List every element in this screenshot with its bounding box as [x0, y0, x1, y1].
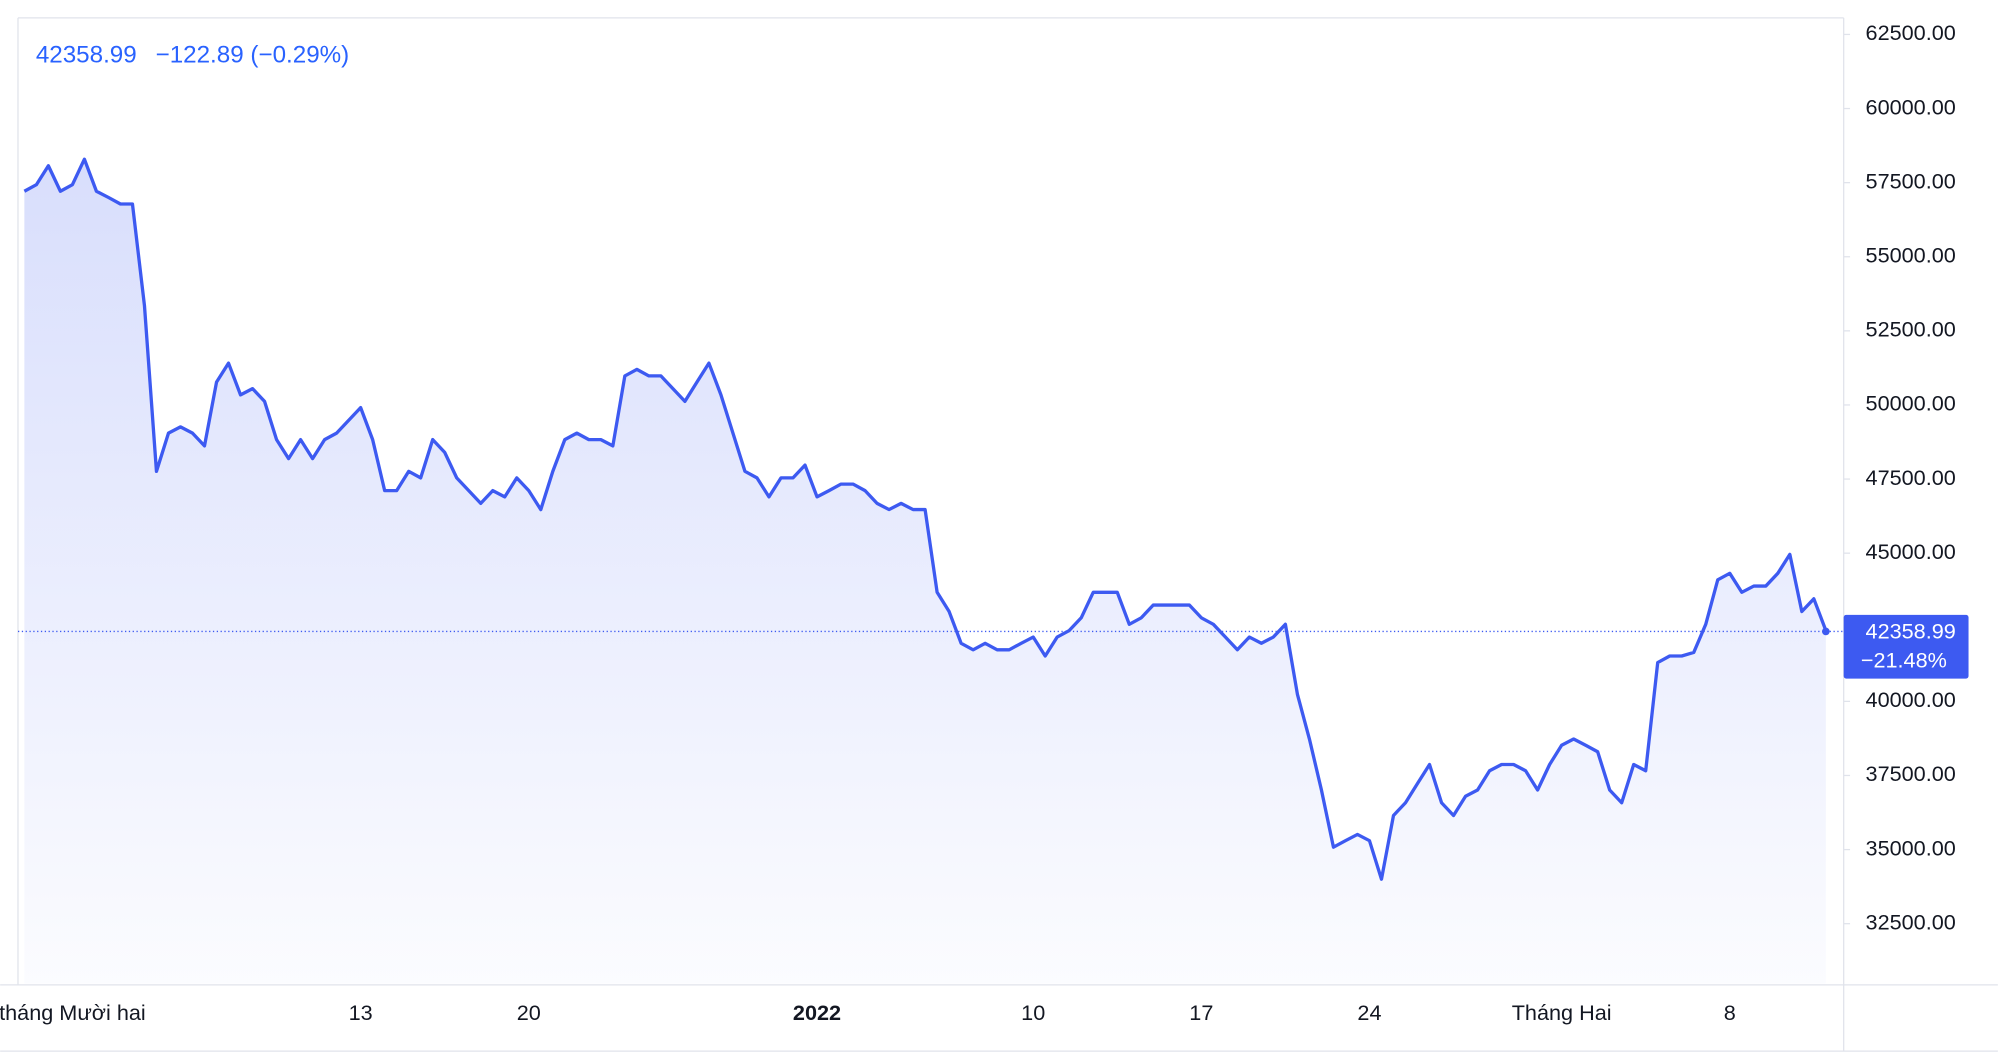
price-line [23, 157, 1828, 881]
y-tick-label: 32500.00 [1866, 909, 1956, 934]
y-tick-label: 57500.00 [1866, 168, 1956, 193]
y-tick-label: 55000.00 [1866, 242, 1956, 267]
y-tick-label: 47500.00 [1866, 465, 1956, 490]
y-tick-label: 45000.00 [1866, 539, 1956, 564]
header-price: 42358.99 [36, 41, 137, 68]
x-tick-label: 10 [1021, 1000, 1045, 1025]
y-tick-label: 60000.00 [1866, 94, 1956, 119]
x-tick-label: tháng Mười hai [0, 1000, 146, 1025]
x-tick-label: 13 [349, 1000, 373, 1025]
x-tick-label: 24 [1357, 1000, 1381, 1025]
y-tick-label: 40000.00 [1866, 687, 1956, 712]
y-tick-label: 52500.00 [1866, 317, 1956, 342]
x-tick-label: 2022 [793, 1000, 841, 1025]
area [24, 159, 1826, 984]
header-change: −122.89 (−0.29%) [156, 41, 350, 68]
x-tick-label: 17 [1189, 1000, 1213, 1025]
y-tick-label: 62500.00 [1866, 20, 1956, 45]
y-tick-label: 50000.00 [1866, 391, 1956, 416]
last-price-box [1843, 614, 1969, 679]
y-tick-label: 37500.00 [1866, 761, 1956, 786]
last-price-label: 42358.99 [1866, 618, 1956, 643]
change-percent: −21.48% [1861, 648, 1947, 673]
y-tick-label: 35000.00 [1866, 835, 1956, 860]
last-point [1822, 627, 1830, 636]
x-tick-label: 20 [517, 1000, 541, 1025]
x-tick-label: Tháng Hai [1512, 1000, 1612, 1025]
x-tick-label: 8 [1724, 1000, 1736, 1025]
